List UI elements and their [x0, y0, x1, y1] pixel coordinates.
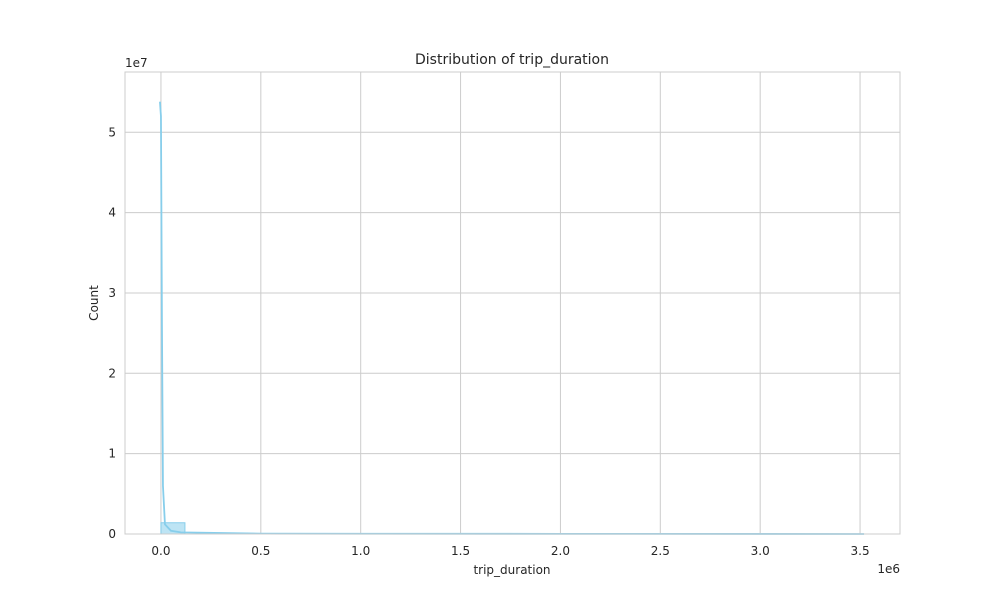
- x-tick-label: 0.0: [151, 544, 170, 558]
- y-tick-label: 0: [108, 527, 116, 541]
- x-tick-label: 0.5: [251, 544, 270, 558]
- x-tick-label: 2.0: [551, 544, 570, 558]
- x-tick-label: 3.5: [851, 544, 870, 558]
- x-tick-label: 3.0: [751, 544, 770, 558]
- x-tick-labels: 0.0 0.5 1.0 1.5 2.0 2.5 3.0 3.5: [151, 544, 869, 558]
- x-tick-label: 1.0: [351, 544, 370, 558]
- y-tick-label: 3: [108, 286, 116, 300]
- y-tick-labels: 0 1 2 3 4 5: [108, 125, 116, 541]
- y-tick-label: 4: [108, 206, 116, 220]
- y-axis-label: Count: [87, 285, 101, 321]
- y-tick-label: 2: [108, 366, 116, 380]
- chart-title: Distribution of trip_duration: [415, 52, 609, 68]
- x-offset-label: 1e6: [877, 562, 900, 576]
- grid-layer: [125, 72, 900, 535]
- y-offset-label: 1e7: [125, 56, 148, 70]
- plot-background: [125, 72, 900, 534]
- plot-frame: [124, 71, 901, 535]
- x-tick-label: 1.5: [451, 544, 470, 558]
- x-tick-label: 2.5: [651, 544, 670, 558]
- y-tick-label: 5: [108, 125, 116, 139]
- y-tick-label: 1: [108, 447, 116, 461]
- x-axis-label: trip_duration: [473, 563, 550, 577]
